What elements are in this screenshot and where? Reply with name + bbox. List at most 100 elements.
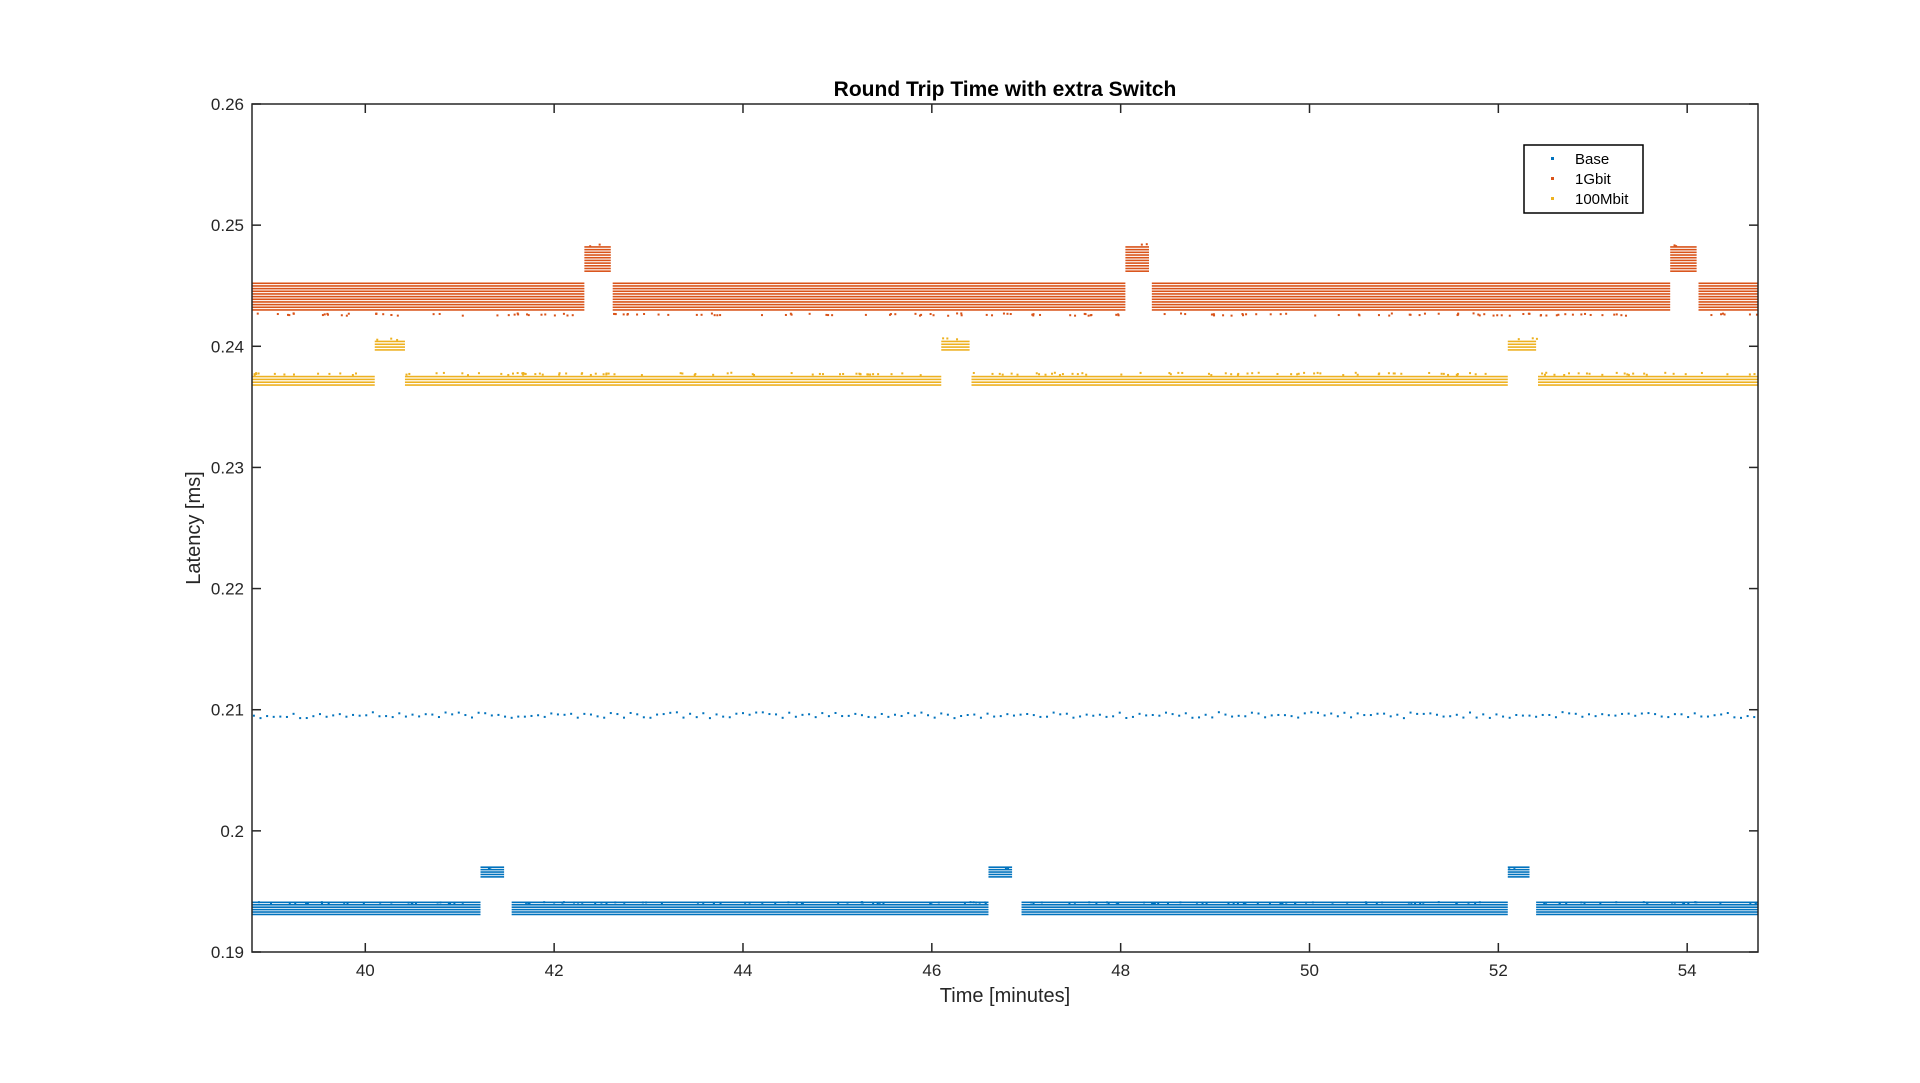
data-point — [1375, 902, 1378, 905]
point-row — [404, 375, 942, 378]
data-point — [960, 715, 963, 718]
data-point — [999, 715, 1002, 718]
data-point — [1469, 372, 1472, 375]
data-point — [1085, 373, 1088, 376]
data-point — [1227, 902, 1230, 905]
data-point — [991, 372, 994, 375]
data-point — [461, 314, 464, 317]
data-point — [927, 714, 930, 717]
data-point — [317, 372, 320, 375]
point-row — [1670, 270, 1697, 272]
data-point — [859, 373, 862, 376]
point-row — [612, 301, 1126, 303]
data-point — [299, 717, 302, 720]
data-point — [487, 867, 490, 870]
data-point — [827, 314, 830, 317]
data-point — [511, 372, 514, 375]
data-point — [347, 312, 350, 315]
data-point — [1671, 903, 1674, 906]
data-point — [444, 711, 447, 714]
data-point — [1012, 714, 1015, 717]
data-point — [437, 716, 440, 719]
data-point — [1667, 716, 1670, 719]
data-point — [1195, 901, 1198, 904]
data-point — [1140, 243, 1143, 246]
point-row — [612, 309, 1126, 311]
point-row — [1151, 301, 1671, 303]
data-point — [695, 716, 698, 719]
point-row — [1670, 267, 1697, 270]
data-point — [1006, 713, 1009, 716]
data-point — [1695, 901, 1698, 904]
data-point — [1343, 711, 1346, 714]
data-point — [1230, 314, 1233, 317]
data-point — [1753, 716, 1756, 719]
point-row — [404, 381, 942, 384]
data-point — [960, 314, 963, 317]
data-point — [562, 901, 565, 904]
point-row — [252, 309, 585, 311]
data-point — [1285, 312, 1288, 315]
data-point — [507, 314, 510, 317]
data-point — [1098, 713, 1101, 716]
data-point — [1084, 313, 1087, 316]
data-point — [1508, 314, 1511, 317]
point-row — [374, 340, 405, 343]
data-point — [257, 372, 260, 375]
data-point — [1010, 372, 1013, 375]
data-point — [1071, 372, 1074, 375]
data-point — [1456, 314, 1459, 317]
data-point — [589, 245, 592, 248]
data-point — [577, 903, 580, 906]
data-point — [1201, 901, 1204, 904]
point-row — [988, 868, 1013, 871]
data-point — [436, 901, 439, 904]
data-point — [292, 312, 295, 315]
data-point — [466, 374, 469, 377]
data-point — [919, 374, 922, 377]
data-point — [500, 372, 503, 375]
point-row — [252, 298, 585, 301]
data-point — [1755, 313, 1758, 316]
data-point — [741, 712, 744, 715]
y-tick-label: 0.26 — [211, 95, 244, 114]
data-point — [907, 712, 910, 715]
data-point — [1587, 713, 1590, 716]
data-point — [1006, 312, 1009, 315]
data-point — [596, 715, 599, 718]
data-point — [860, 714, 863, 717]
point-row — [1698, 287, 1758, 290]
data-point — [1527, 312, 1530, 315]
point-row — [1670, 248, 1697, 251]
point-row — [1698, 309, 1758, 311]
point-row — [1698, 306, 1758, 309]
point-row — [1698, 298, 1758, 301]
data-point — [894, 313, 897, 316]
data-point — [890, 373, 893, 376]
data-point — [540, 313, 543, 316]
point-row — [584, 256, 611, 259]
data-point — [496, 314, 499, 317]
series-1gbit-segment — [612, 282, 1126, 317]
data-point — [712, 373, 715, 376]
data-point — [321, 314, 324, 317]
data-point — [991, 314, 994, 317]
data-point — [354, 372, 357, 375]
data-point — [497, 713, 500, 716]
legend: Base 1Gbit 100Mbit — [1523, 144, 1644, 214]
point-row — [988, 873, 1013, 876]
point-row — [374, 349, 405, 351]
data-point — [1232, 902, 1235, 905]
data-point — [517, 313, 520, 316]
data-point — [1429, 712, 1432, 715]
data-point — [662, 713, 665, 716]
data-point — [887, 715, 890, 718]
data-point — [984, 901, 987, 904]
data-point — [613, 312, 616, 315]
data-point — [1409, 711, 1412, 714]
series-100mbit-segment — [404, 371, 942, 386]
point-row — [1670, 264, 1697, 267]
data-point — [1089, 314, 1092, 317]
data-point — [390, 337, 393, 340]
point-row — [404, 384, 942, 386]
